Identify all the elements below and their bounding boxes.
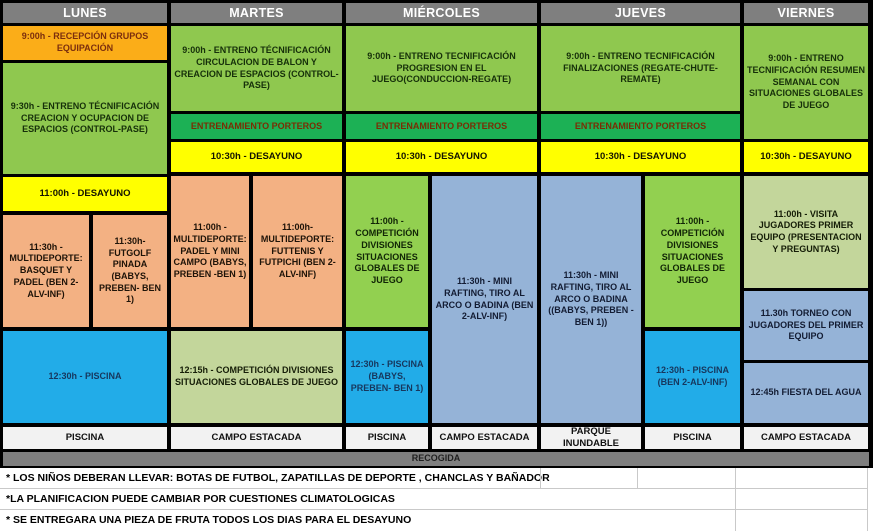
cell-lunes-desayuno: 11:00h - DESAYUNO [3,177,167,211]
cell-jueves-entreno: 9:00h - ENTRENO TECNIFICACIÓN FINALIZACI… [541,26,740,111]
venue-miercoles-1: PISCINA [346,427,428,449]
venue-jueves-2: PISCINA [645,427,740,449]
cell-miercoles-rafting: 11:30h - MINI RAFTING, TIRO AL ARCO O BA… [432,176,537,423]
cell-viernes-fiesta: 12:45h FIESTA DEL AGUA [744,363,868,423]
recogida-bar: RECOGIDA [3,452,869,466]
cell-jueves-rafting: 11:30h - MINI RAFTING, TIRO AL ARCO O BA… [541,176,641,423]
venue-martes: CAMPO ESTACADA [171,427,342,449]
day-header-martes: MARTES [171,3,342,23]
cell-viernes-entreno: 9:00h - ENTRENO TECNIFICACIÓN RESUMEN SE… [744,26,868,139]
cell-miercoles-competicion: 11:00h - COMPETICIÓN DIVISIONES SITUACIO… [346,176,428,327]
notes-grid-line [637,468,638,489]
cell-martes-competicion: 12:15h - COMPETICIÓN DIVISIONES SITUACIO… [171,331,342,423]
cell-viernes-visita: 11:00h - VISITA JUGADORES PRIMER EQUIPO … [744,176,868,288]
cell-martes-porteros: ENTRENAMIENTO PORTEROS [171,114,342,139]
cell-jueves-competicion: 11:00h - COMPETICIÓN DIVISIONES SITUACIO… [645,176,740,327]
cell-lunes-piscina: 12:30h - PISCINA [3,331,167,423]
day-header-lunes: LUNES [3,3,167,23]
cell-miercoles-entreno: 9:00h - ENTRENO TECNIFICACIÓN PROGRESION… [346,26,537,111]
cell-miercoles-piscina: 12:30h - PISCINA (BABYS, PREBEN- BEN 1) [346,331,428,423]
cell-lunes-recepcion: 9:00h - RECEPCIÓN GRUPOS EQUIPACIÓN [3,26,167,60]
cell-martes-multideporte-futtenis: 11:00h- MULTIDEPORTE: FUTTENIS Y FUTPICH… [253,176,342,327]
cell-jueves-desayuno: 10:30h - DESAYUNO [541,142,740,172]
venue-jueves-1: PARQUE INUNDABLE [541,426,641,449]
notes-grid-line [735,468,736,531]
day-header-viernes: VIERNES [744,3,868,23]
note-equipment: * LOS NIÑOS DEBERAN LLEVAR: BOTAS DE FUT… [0,468,868,489]
day-header-miercoles: MIÉRCOLES [346,3,537,23]
venue-viernes: CAMPO ESTACADA [744,427,868,449]
note-weather: *LA PLANIFICACION PUEDE CAMBIAR POR CUES… [0,489,868,510]
cell-miercoles-porteros: ENTRENAMIENTO PORTEROS [346,114,537,139]
cell-lunes-futgolf: 11:30h- FUTGOLF PINADA (BABYS, PREBEN- B… [93,215,167,327]
cell-martes-multideporte-padel: 11:00h - MULTIDEPORTE: PADEL Y MINI CAMP… [171,176,249,327]
cell-jueves-piscina: 12:30h - PISCINA (BEN 2-ALV-INF) [645,331,740,423]
cell-martes-desayuno: 10:30h - DESAYUNO [171,142,342,172]
cell-lunes-multideporte-basquet: 11:30h - MULTIDEPORTE: BASQUET Y PADEL (… [3,215,89,327]
cell-viernes-desayuno: 10:30h - DESAYUNO [744,142,868,172]
cell-viernes-torneo: 11.30h TORNEO CON JUGADORES DEL PRIMER E… [744,291,868,360]
notes-grid-line [540,468,541,489]
cell-jueves-porteros: ENTRENAMIENTO PORTEROS [541,114,740,139]
note-fruit: * SE ENTREGARA UNA PIEZA DE FRUTA TODOS … [0,510,868,530]
notes-grid-line [867,468,868,531]
venue-miercoles-2: CAMPO ESTACADA [432,427,537,449]
cell-lunes-entreno: 9:30h - ENTRENO TÉCNIFICACIÓN CREACION Y… [3,63,167,174]
day-header-jueves: JUEVES [541,3,740,23]
venue-lunes: PISCINA [3,427,167,449]
cell-martes-entreno: 9:00h - ENTRENO TÉCNIFICACIÓN CIRCULACIO… [171,26,342,111]
cell-miercoles-desayuno: 10:30h - DESAYUNO [346,142,537,172]
